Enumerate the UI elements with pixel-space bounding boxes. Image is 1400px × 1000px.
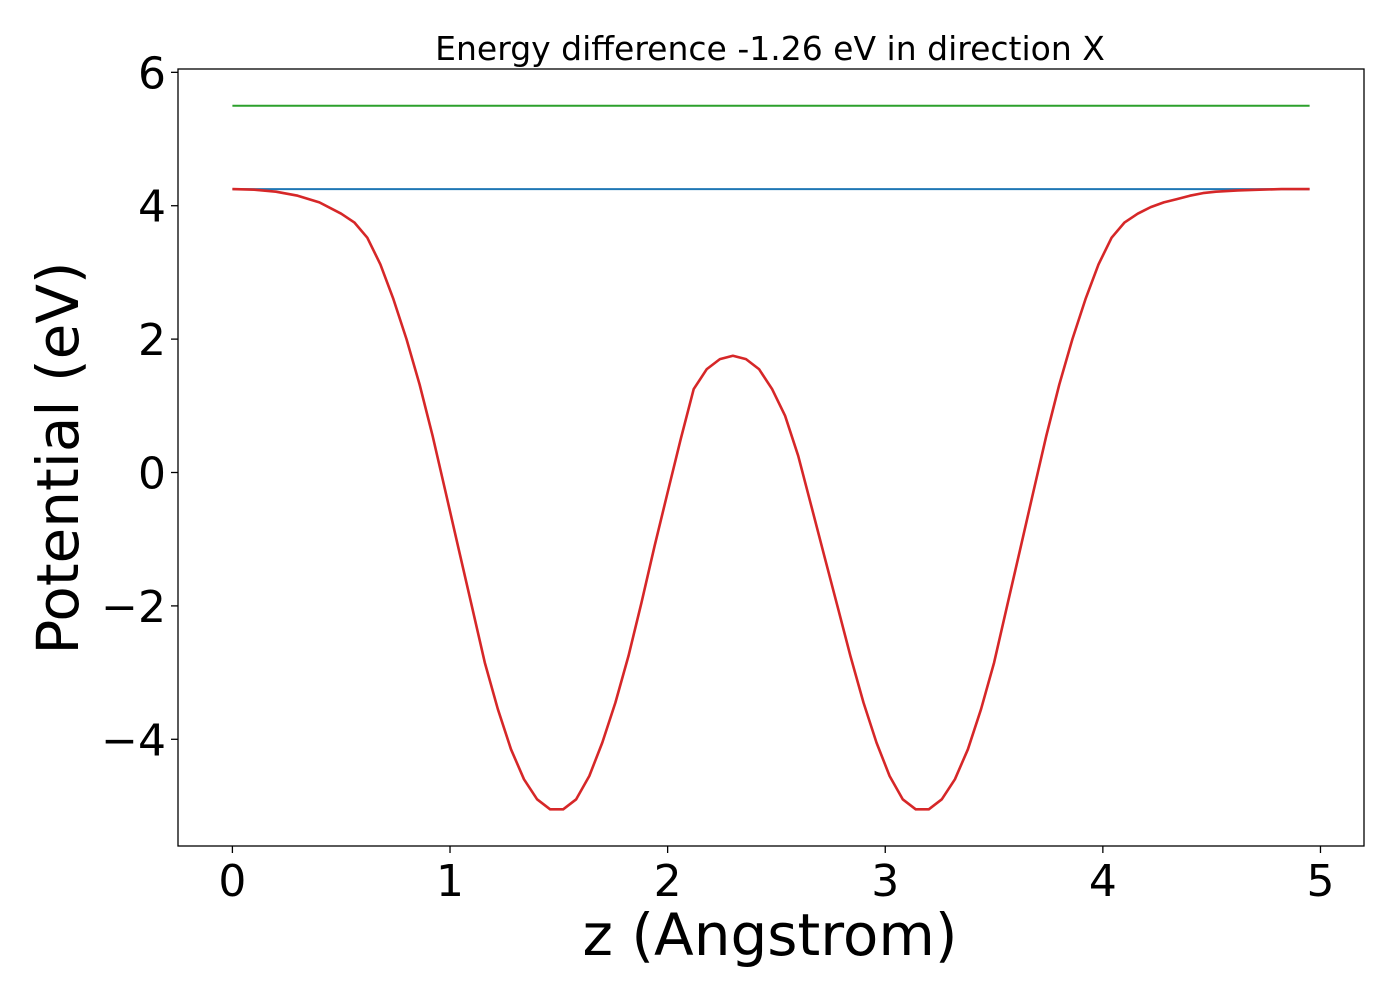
y-tick-label: −2 <box>101 582 166 633</box>
x-tick-label: 3 <box>871 856 899 907</box>
y-tick-label: −4 <box>101 715 166 766</box>
x-tick-label: 2 <box>654 856 682 907</box>
y-tick-label: 4 <box>138 182 166 233</box>
x-tick-label: 4 <box>1089 856 1117 907</box>
x-axis: 0 1 2 3 4 5 <box>218 846 1334 907</box>
plot-frame <box>177 68 1365 847</box>
series-line-3 <box>232 187 1310 811</box>
y-tick-label: 0 <box>138 449 166 500</box>
series-layer <box>232 104 1310 811</box>
x-tick-label: 0 <box>218 856 246 907</box>
x-tick-label: 5 <box>1306 856 1334 907</box>
x-tick-label: 1 <box>436 856 464 907</box>
y-axis: −4 −2 0 2 4 6 <box>101 48 178 766</box>
x-axis-label: z (Angstrom) <box>583 901 958 969</box>
y-axis-label: Potential (eV) <box>24 261 92 654</box>
y-tick-label: 6 <box>138 48 166 99</box>
y-tick-label: 2 <box>138 315 166 366</box>
chart-title: Energy difference -1.26 eV in direction … <box>435 29 1105 68</box>
